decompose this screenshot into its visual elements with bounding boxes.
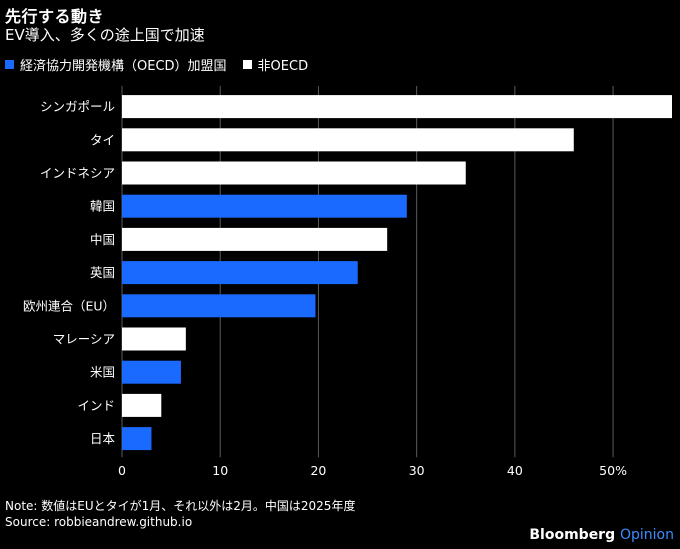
legend-item-oecd: 経済協力開発機構（OECD）加盟国 [5,55,227,74]
bar [122,294,316,318]
legend-label-non-oecd: 非OECD [257,59,309,74]
x-tick-label: 30 [409,463,425,475]
x-tick-label: 40 [507,463,523,475]
category-label: インドネシア [40,166,115,181]
bar [122,327,186,351]
bar [122,161,466,185]
chart-subtitle: EV導入、多くの途上国で加速 [5,26,205,44]
x-tick-label: 50% [599,463,627,475]
bar [122,427,152,451]
category-label: 米国 [90,365,115,380]
bar [122,227,388,251]
category-label: インド [77,398,115,413]
category-label: マレーシア [53,332,115,347]
category-label: 中国 [90,232,115,247]
x-tick-label: 20 [310,463,326,475]
category-label: 韓国 [90,199,115,214]
legend-swatch-oecd [5,60,14,69]
brand-main: Bloomberg [529,527,616,543]
category-label: 英国 [90,265,115,280]
category-label: 欧州連合（EU） [23,298,115,313]
category-label: 日本 [90,431,116,446]
legend-label-oecd: 経済協力開発機構（OECD）加盟国 [20,59,227,74]
x-tick-label: 0 [118,463,126,475]
x-tick-label: 10 [212,463,228,475]
legend-item-non-oecd: 非OECD [242,55,309,74]
category-label: シンガポール [40,99,115,114]
legend: 経済協力開発機構（OECD）加盟国 非OECD [5,55,308,74]
chart-note: Note: 数値はEUとタイが1月、それ以外は2月。中国は2025年度 [5,499,356,513]
bar [122,261,358,285]
brand-sub: Opinion [620,527,674,543]
brand-logo: Bloomberg Opinion [529,527,674,543]
bar [122,128,574,152]
legend-swatch-non-oecd [242,60,252,69]
bar-chart: 0 10 20 30 40 50% シンガポールタイインドネシア韓国中国英国欧州連合（EU）… [23,86,672,475]
category-label: タイ [90,132,115,147]
chart-source: Source: robbieandrew.github.io [5,515,193,529]
bar [122,194,407,218]
bar [122,95,672,119]
bar [122,360,181,384]
bar [122,393,162,417]
chart-title: 先行する動き [5,7,105,26]
